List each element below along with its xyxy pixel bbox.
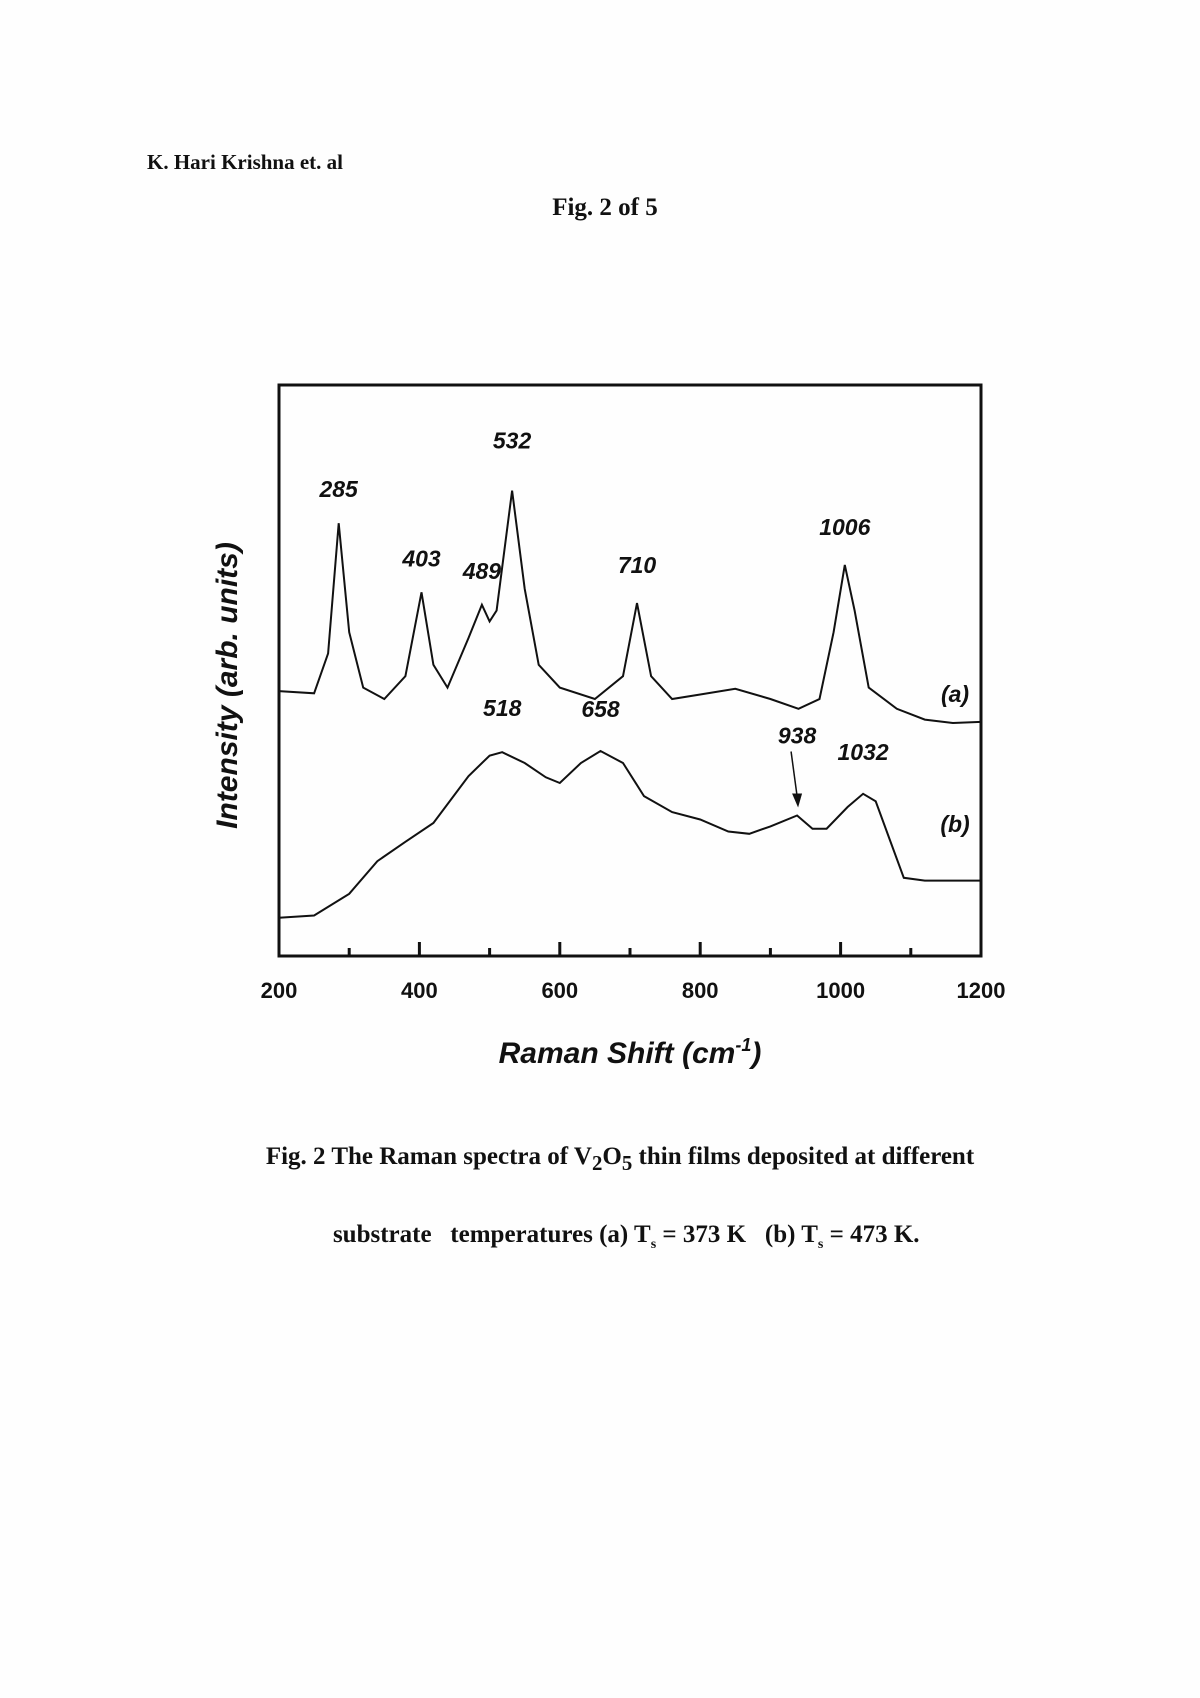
figure-number: Fig. 2 of 5 bbox=[552, 194, 658, 221]
peak-label: 489 bbox=[462, 558, 502, 584]
peak-arrow-head bbox=[792, 793, 803, 808]
caption-text: substrate temperatures (a) T bbox=[332, 1221, 651, 1248]
caption-sub: 2 bbox=[591, 1151, 603, 1175]
caption-sub: 5 bbox=[621, 1151, 633, 1175]
peak-label: 710 bbox=[618, 552, 657, 578]
caption-text: thin films deposited at different bbox=[632, 1143, 975, 1170]
x-tick-label: 600 bbox=[541, 978, 578, 1003]
caption-sub: s bbox=[817, 1237, 824, 1252]
chart: 200 400 600 800 1000 1200 Raman Shift (cm-1) In… bbox=[211, 383, 1006, 1070]
caption-text: = 373 K (b) T bbox=[656, 1221, 818, 1248]
x-tick-label: 400 bbox=[401, 978, 438, 1003]
x-axis-title: Raman Shift (cm-1) bbox=[499, 1035, 762, 1070]
x-tick-label: 800 bbox=[682, 978, 719, 1003]
series-label: (b) bbox=[940, 811, 969, 837]
peak-label: 518 bbox=[483, 695, 522, 721]
x-tick-label: 200 bbox=[261, 978, 298, 1003]
peak-label: 285 bbox=[318, 476, 359, 502]
caption-text: O bbox=[602, 1143, 622, 1170]
x-tick-label: 1200 bbox=[957, 978, 1006, 1003]
caption-text: = 473 K. bbox=[823, 1221, 920, 1248]
peak-label: 658 bbox=[581, 696, 620, 722]
caption-line: substrate temperatures (a) Ts = 373 K (b… bbox=[0, 1193, 1200, 1253]
y-axis-title: Intensity (arb. units) bbox=[211, 542, 244, 829]
caption-text: Fig. 2 The Raman spectra of V bbox=[265, 1143, 592, 1170]
x-axis-title-part: Raman Shift (cm bbox=[499, 1037, 736, 1070]
peak-label: 532 bbox=[493, 428, 532, 454]
peak-label: 1032 bbox=[837, 739, 888, 765]
x-axis-title-part: ) bbox=[748, 1037, 761, 1070]
peak-label: 1006 bbox=[819, 514, 870, 540]
x-tick-label: 1000 bbox=[816, 978, 865, 1003]
caption-sub: s bbox=[650, 1237, 657, 1252]
author: K. Hari Krishna et. al bbox=[147, 150, 343, 174]
x-axis-title-part: -1 bbox=[735, 1035, 751, 1055]
peak-label: 403 bbox=[401, 545, 441, 571]
spectrum-line bbox=[278, 490, 982, 725]
series-label: (a) bbox=[941, 681, 969, 707]
peak-label: 938 bbox=[778, 723, 817, 749]
spectrum-line bbox=[278, 749, 981, 919]
caption-line: Fig. 2 The Raman spectra of V2O5 thin fi… bbox=[0, 1143, 1200, 1176]
plot-frame bbox=[277, 383, 983, 958]
